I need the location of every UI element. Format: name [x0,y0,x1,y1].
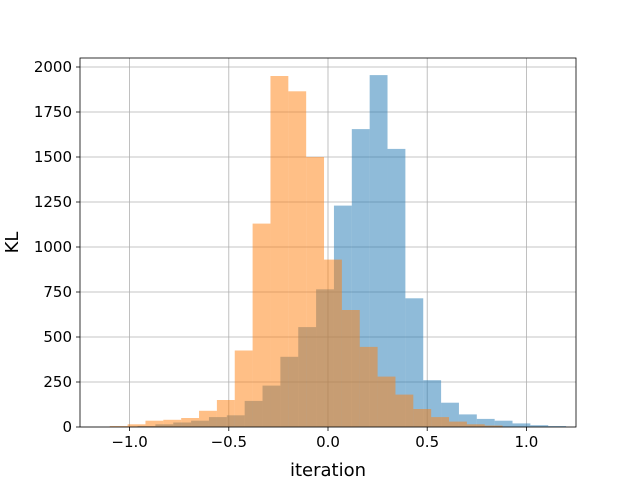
histogram-bar [145,420,164,427]
y-tick-label: 1000 [34,238,72,256]
histogram-bar [530,425,549,427]
histogram-bar [484,425,503,427]
y-axis-label: KL [2,232,23,254]
histogram-bar [395,394,414,427]
histogram-bar [109,426,128,427]
y-tick-label: 2000 [34,58,72,76]
y-tick-label: 500 [43,328,72,346]
x-tick-label: 1.0 [514,433,538,451]
histogram-bar [181,418,200,427]
grid-lines [80,58,576,428]
histogram-bar [431,417,450,427]
histogram-bar [466,424,485,427]
histogram-series-2 [109,76,503,428]
histogram-bar [387,148,406,427]
histogram-bar [199,410,217,427]
x-tick-label: −0.5 [211,433,247,451]
histogram-bar [476,418,495,427]
x-tick-label: −1.0 [111,433,147,451]
histogram-bar [449,421,467,427]
histogram-bar [127,424,146,427]
histogram-bar [288,91,307,428]
y-tick-label: 250 [43,373,72,391]
histogram-bar [270,76,289,427]
y-tick-label: 750 [43,283,72,301]
x-axis-ticks: −1.0 −0.5 0.0 0.5 1.0 [111,427,538,451]
y-tick-label: 1500 [34,148,72,166]
x-tick-label: 0.5 [415,433,439,451]
histogram-bar [369,75,388,427]
y-tick-label: 1750 [34,103,72,121]
y-tick-label: 0 [62,418,72,436]
y-axis-ticks: 0 250 500 750 1000 1250 1500 1750 2000 [34,58,80,436]
histogram-bar [163,419,182,427]
histogram-bar [377,376,396,427]
histogram-bar [306,157,325,427]
histogram-bar [216,400,235,427]
histogram-bar [413,409,432,427]
histogram-bar [359,346,378,427]
histogram-bar [494,420,513,427]
histogram-bars [109,75,567,428]
x-tick-label: 0.0 [316,433,340,451]
x-axis-label: iteration [290,460,366,480]
histogram-bar [252,223,271,427]
y-tick-label: 1250 [34,193,72,211]
histogram-bar [324,259,342,427]
histogram-bar [234,350,253,427]
histogram-bar [512,423,531,427]
histogram-bar [548,426,567,427]
histogram-bar [341,310,360,427]
